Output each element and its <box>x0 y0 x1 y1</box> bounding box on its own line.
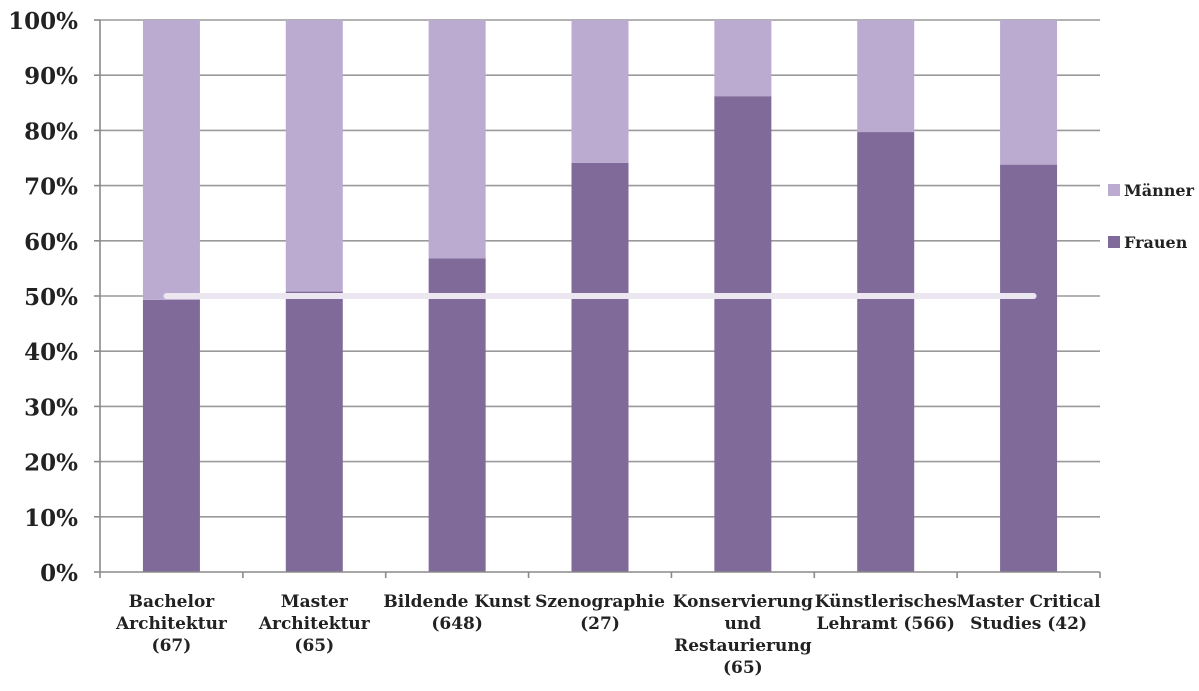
y-tick-label: 20% <box>24 450 78 477</box>
bar-frauen <box>142 299 200 572</box>
x-tick-label: Bachelor Architektur (67) <box>115 592 228 656</box>
x-tick-label: Master Critical Studies (42) <box>957 592 1102 634</box>
x-tick-label-line: (65) <box>723 658 763 678</box>
x-tick-label-line: Restaurierung <box>674 636 812 656</box>
x-tick-label-line: Bachelor <box>129 592 216 612</box>
bar-mnner <box>142 20 200 300</box>
legend-label: Frauen <box>1124 233 1188 252</box>
axes <box>94 19 1101 578</box>
y-tick-label: 30% <box>24 394 78 421</box>
y-tick-label: 70% <box>24 174 78 201</box>
x-tick-label: Künstlerisches Lehramt (566) <box>815 592 957 634</box>
x-tick-label-line: Künstlerisches <box>815 592 957 612</box>
y-tick-label: 40% <box>24 339 78 366</box>
x-tick-label-line: Studies (42) <box>970 614 1087 634</box>
x-tick-label-line: Master <box>281 592 349 612</box>
x-tick-label: Bildende Kunst (648) <box>383 592 531 634</box>
x-tick-label-line: (648) <box>431 614 483 634</box>
bar-frauen <box>1000 164 1058 572</box>
bar-mnner <box>1000 20 1058 165</box>
y-tick-label: 10% <box>24 505 78 532</box>
x-tick-label-line: (65) <box>294 636 334 656</box>
y-tick-label: 90% <box>24 63 78 90</box>
x-tick-label-line: Architektur <box>258 614 371 634</box>
bars <box>142 20 1058 573</box>
x-tick-label-line: Konservierung <box>673 592 813 612</box>
bar-mnner <box>285 20 343 292</box>
x-tick-label: Szenographie (27) <box>535 592 665 634</box>
y-tick-label: 50% <box>24 284 78 311</box>
y-tick-label: 80% <box>24 118 78 145</box>
bar-mnner <box>714 20 772 97</box>
x-tick-labels: Bachelor Architektur (67)Master Architektur… <box>115 592 1101 678</box>
bar-frauen <box>857 132 915 572</box>
legend: Männer Frauen <box>1108 181 1195 252</box>
bar-frauen <box>428 258 486 572</box>
x-tick-label-line: Bildende Kunst <box>383 592 531 612</box>
x-tick-label-line: (27) <box>580 614 620 634</box>
bar-mnner <box>857 20 915 133</box>
x-tick-label-line: (67) <box>152 636 192 656</box>
legend-swatch <box>1108 184 1120 196</box>
bar-mnner <box>428 20 486 259</box>
bar-frauen <box>571 162 629 572</box>
bar-mnner <box>571 20 629 163</box>
x-tick-label: Master Architektur (65) <box>258 592 371 656</box>
legend-label: Männer <box>1124 181 1195 200</box>
x-tick-label-line: Master Critical <box>957 592 1102 612</box>
x-tick-label: Konservierung und Restaurierung (65) <box>673 592 813 678</box>
x-tick-label-line: Lehramt (566) <box>816 614 954 634</box>
x-tick-label-line: und <box>725 614 762 634</box>
bar-frauen <box>285 291 343 572</box>
x-tick-label-line: Architektur <box>115 614 228 634</box>
y-tick-label: 0% <box>40 560 78 587</box>
y-tick-label: 60% <box>24 229 78 256</box>
legend-swatch <box>1108 236 1120 248</box>
y-tick-label: 100% <box>8 8 78 35</box>
bar-frauen <box>714 96 772 573</box>
y-tick-labels: 0% 10% 20% 30% 40% 50% 60% 70% 80% 90% 100% <box>8 8 78 587</box>
x-tick-label-line: Szenographie <box>535 592 665 612</box>
